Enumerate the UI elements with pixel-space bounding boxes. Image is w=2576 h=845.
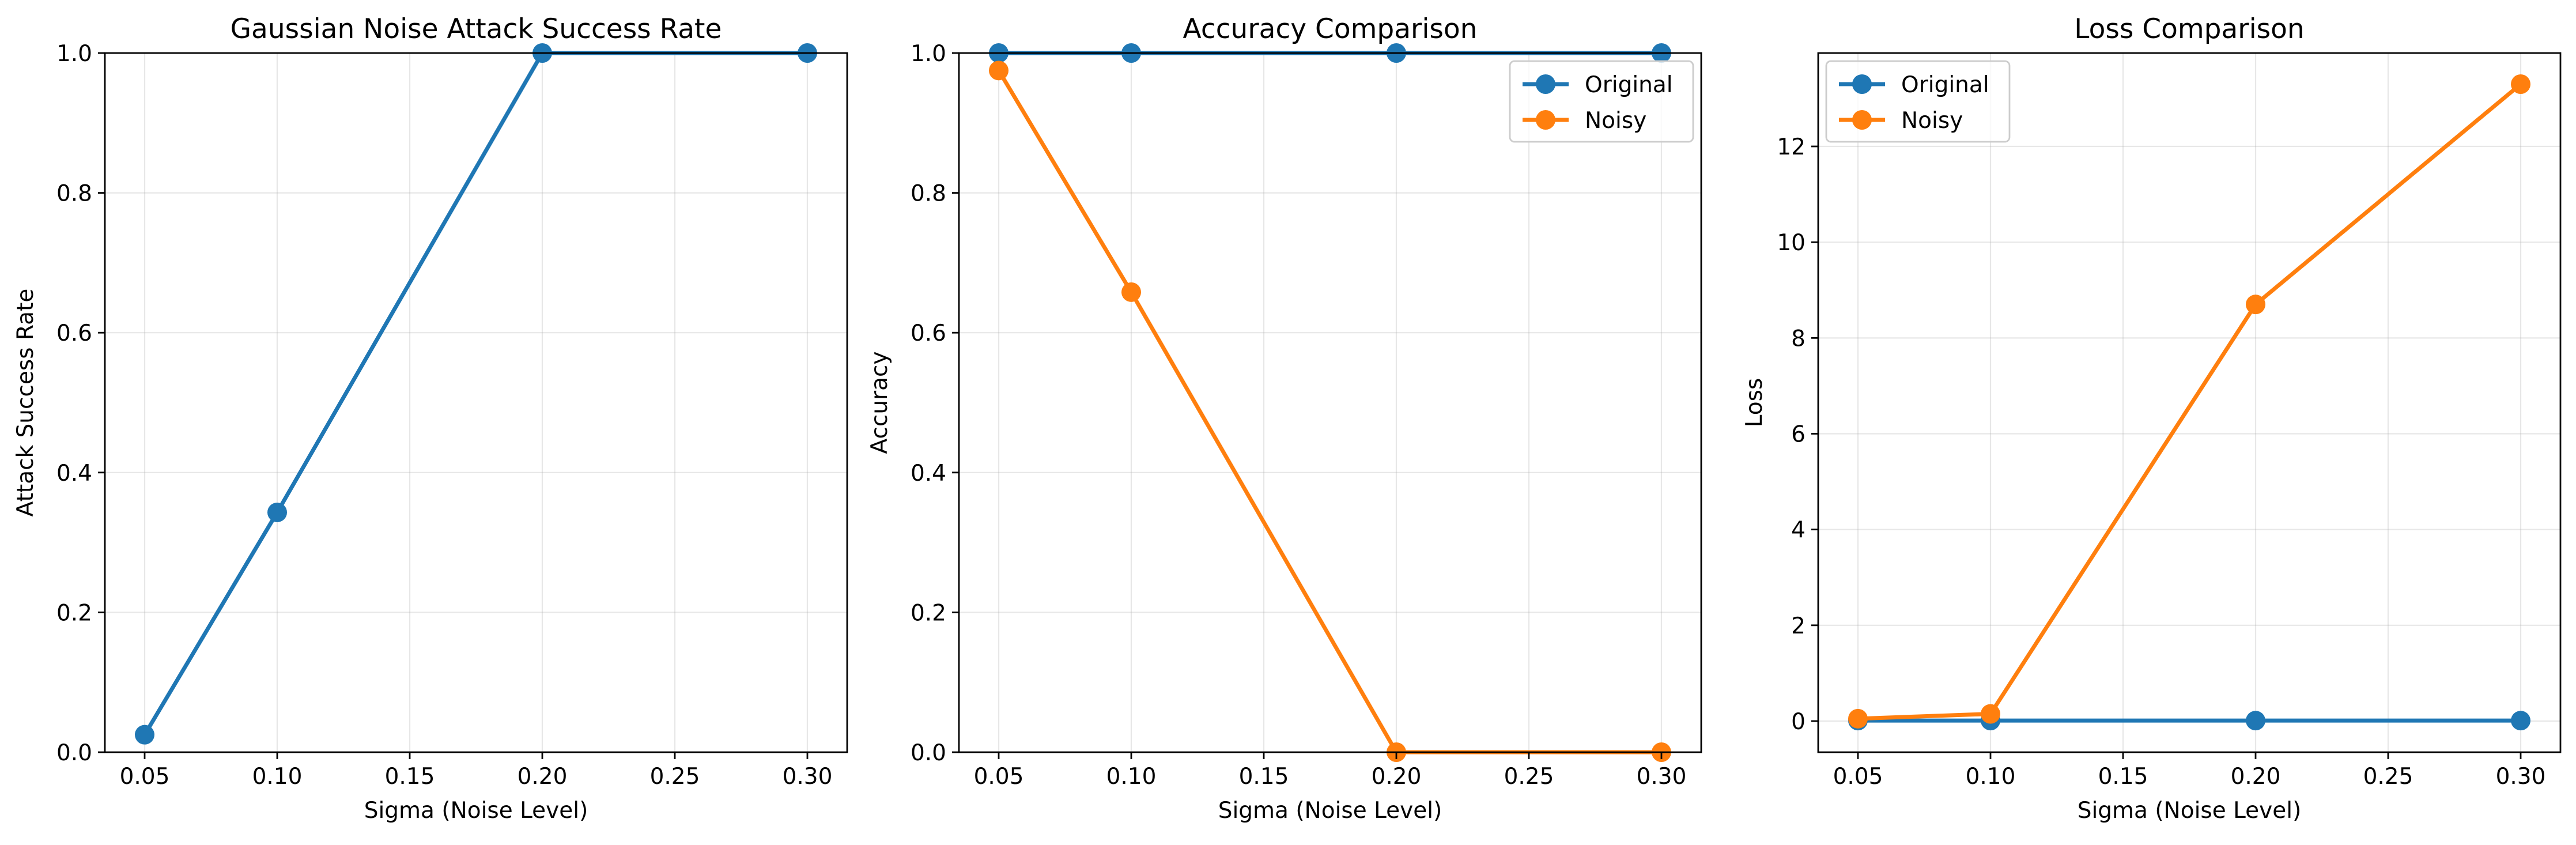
y-tick-label: 12 — [1777, 134, 1806, 160]
chart-panel-3: 0.05 0.10 0.15 0.20 0.25 0.30 0 2 4 6 8 10 12 Loss Co… — [1742, 13, 2562, 824]
data-point — [1848, 708, 1868, 729]
data-point — [267, 502, 287, 522]
y-tick-label: 10 — [1777, 230, 1806, 256]
legend-label: Original — [1585, 72, 1673, 98]
legend-entry-noisy: Noisy — [1839, 108, 1963, 134]
chart-panel-1: 0.05 0.10 0.15 0.20 0.25 0.30 0.0 0.2 0.4 0.6 0.8 1… — [13, 13, 848, 824]
plot-frame — [1817, 52, 2562, 753]
legend-label: Noisy — [1585, 108, 1646, 134]
y-tick-label: 0.6 — [56, 320, 92, 346]
series-1 — [135, 43, 817, 745]
x-axis-label: Sigma (Noise Level) — [1218, 798, 1442, 824]
series-line — [1856, 81, 2524, 721]
y-tick-label: 0 — [1791, 709, 1806, 735]
legend: Original Noisy — [1509, 60, 1694, 143]
data-point — [989, 61, 1009, 81]
legend-marker — [1852, 74, 1872, 94]
legend-marker — [1852, 110, 1872, 130]
x-tick-label: 0.30 — [1637, 764, 1687, 790]
y-tick-label: 0.8 — [56, 181, 92, 207]
data-point — [2511, 711, 2530, 731]
y-tick-label: 2 — [1791, 613, 1806, 639]
x-tick-label: 0.30 — [2496, 764, 2546, 790]
data-point — [2511, 74, 2530, 95]
y-tick-label: 4 — [1791, 518, 1806, 544]
y-axis-label: Accuracy — [867, 351, 893, 454]
y-tick-label: 6 — [1791, 422, 1806, 448]
x-tick-label: 0.10 — [252, 764, 303, 790]
series-line — [996, 67, 1664, 755]
y-axis-label: Attack Success Rate — [13, 289, 39, 517]
y-tick-label: 0.6 — [911, 320, 946, 346]
y-tick-label: 0.2 — [56, 600, 92, 626]
x-axis-label: Sigma (Noise Level) — [2078, 798, 2302, 824]
x-tick-label: 0.15 — [385, 764, 435, 790]
legend-marker — [1536, 74, 1555, 94]
plot-frame — [104, 52, 848, 753]
x-tick-label: 0.25 — [2363, 764, 2413, 790]
x-tick-label: 0.20 — [2231, 764, 2281, 790]
data-point — [2246, 295, 2265, 315]
series-noisy — [989, 61, 1671, 762]
x-tick-label: 0.05 — [974, 764, 1024, 790]
x-tick-label: 0.10 — [1966, 764, 2016, 790]
y-tick-label: 8 — [1791, 326, 1806, 352]
series-noisy — [1848, 74, 2530, 729]
x-tick-label: 0.20 — [1372, 764, 1422, 790]
y-tick-label: 0.0 — [56, 740, 92, 766]
data-point — [2246, 711, 2265, 731]
y-axis-label: Loss — [1742, 378, 1767, 428]
x-tick-label: 0.05 — [120, 764, 170, 790]
x-tick-label: 0.15 — [1239, 764, 1289, 790]
plot-frame — [958, 52, 1702, 753]
x-tick-label: 0.10 — [1106, 764, 1157, 790]
x-tick-label: 0.25 — [650, 764, 700, 790]
y-tick-label: 0.4 — [56, 461, 92, 486]
legend: Original Noisy — [1825, 60, 2011, 143]
data-point — [135, 725, 154, 745]
y-tick-label: 0.8 — [911, 181, 946, 207]
series-line — [142, 51, 810, 738]
legend-label: Original — [1901, 72, 1989, 98]
y-tick-label: 1.0 — [56, 41, 92, 67]
x-tick-label: 0.20 — [518, 764, 568, 790]
x-tick-label: 0.30 — [783, 764, 833, 790]
chart-title: Accuracy Comparison — [1183, 13, 1478, 45]
x-tick-label: 0.15 — [2098, 764, 2148, 790]
y-tick-label: 1.0 — [911, 41, 946, 67]
chart-title: Loss Comparison — [2074, 13, 2304, 45]
y-tick-label: 0.2 — [911, 600, 946, 626]
y-tick-label: 0.4 — [911, 461, 946, 486]
legend-entry-noisy: Noisy — [1523, 108, 1646, 134]
x-axis-label: Sigma (Noise Level) — [364, 798, 588, 824]
y-tick-label: 0.0 — [911, 740, 946, 766]
legend-entry-original: Original — [1839, 72, 1989, 98]
chart-title: Gaussian Noise Attack Success Rate — [231, 13, 722, 45]
x-tick-label: 0.25 — [1504, 764, 1554, 790]
chart-panel-2: 0.05 0.10 0.15 0.20 0.25 0.30 0.0 0.2 0.4 0.6 0.8 1… — [867, 13, 1702, 824]
legend-entry-original: Original — [1523, 72, 1673, 98]
data-point — [1981, 704, 2000, 724]
legend-marker — [1536, 110, 1555, 130]
data-point — [1121, 282, 1141, 302]
legend-label: Noisy — [1901, 108, 1963, 134]
x-tick-label: 0.05 — [1833, 764, 1883, 790]
